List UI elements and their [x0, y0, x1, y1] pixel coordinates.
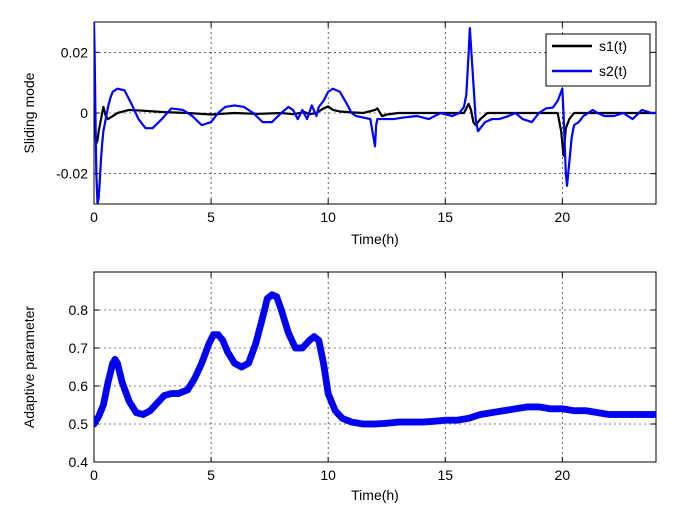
adaptive-parameter-x-axis-label: Time(h) [351, 487, 399, 503]
adaptive-parameter-x-tick-label: 0 [90, 467, 98, 483]
adaptive-parameter-y-tick-label: 0.7 [69, 340, 89, 356]
legend-label-s2: s2(t) [599, 63, 627, 79]
sliding-mode-x-tick-label: 10 [320, 209, 336, 225]
sliding-mode-y-tick-label: 0.02 [61, 44, 88, 60]
sliding-mode-x-tick-label: 15 [437, 209, 453, 225]
sliding-mode-x-axis-label: Time(h) [351, 231, 399, 247]
sliding-mode-ticks: 0 5 10 15 20 -0.02 0 0.02 [56, 22, 656, 225]
adaptive-parameter-x-tick-label: 5 [207, 467, 215, 483]
adaptive-parameter-y-tick-label: 0.5 [69, 416, 89, 432]
sliding-mode-y-axis-label: Sliding mode [21, 72, 37, 153]
adaptive-parameter-y-tick-label: 0.8 [69, 302, 89, 318]
legend-label-s1: s1(t) [599, 38, 627, 54]
sliding-mode-y-tick-label: 0 [80, 105, 88, 121]
adaptive-parameter-plot-frame [93, 271, 657, 463]
adaptive-parameter-y-axis-label: Adaptive parameter [21, 306, 37, 429]
adaptive-parameter-x-tick-label: 15 [437, 467, 453, 483]
legend-box [545, 33, 651, 87]
sliding-mode-x-tick-label: 0 [90, 209, 98, 225]
series-line-s1(t) [94, 102, 656, 157]
adaptive-parameter-point [652, 411, 656, 418]
adaptive-parameter-grid [94, 272, 656, 462]
sliding-mode-series [94, 22, 656, 204]
sliding-mode-legend: s1(t) s2(t) [545, 33, 651, 87]
adaptive-parameter-y-tick-label: 0.6 [69, 378, 89, 394]
adaptive-parameter-plot: 0 5 10 15 20 0.4 0.5 0.6 0.7 0.8 Time(h) Adaptive… [21, 271, 657, 503]
sliding-mode-x-tick-label: 20 [555, 209, 571, 225]
adaptive-parameter-y-tick-label: 0.4 [69, 454, 89, 470]
sliding-mode-x-tick-label: 5 [207, 209, 215, 225]
series-line-s2(t) [94, 22, 656, 204]
sliding-mode-grid [94, 22, 656, 204]
adaptive-parameter-x-tick-label: 10 [320, 467, 336, 483]
adaptive-parameter-ticks: 0 5 10 15 20 0.4 0.5 0.6 0.7 0.8 [69, 272, 656, 483]
adaptive-parameter-x-tick-label: 20 [555, 467, 571, 483]
sliding-mode-y-tick-label: -0.02 [56, 166, 88, 182]
adaptive-parameter-series [94, 291, 656, 428]
